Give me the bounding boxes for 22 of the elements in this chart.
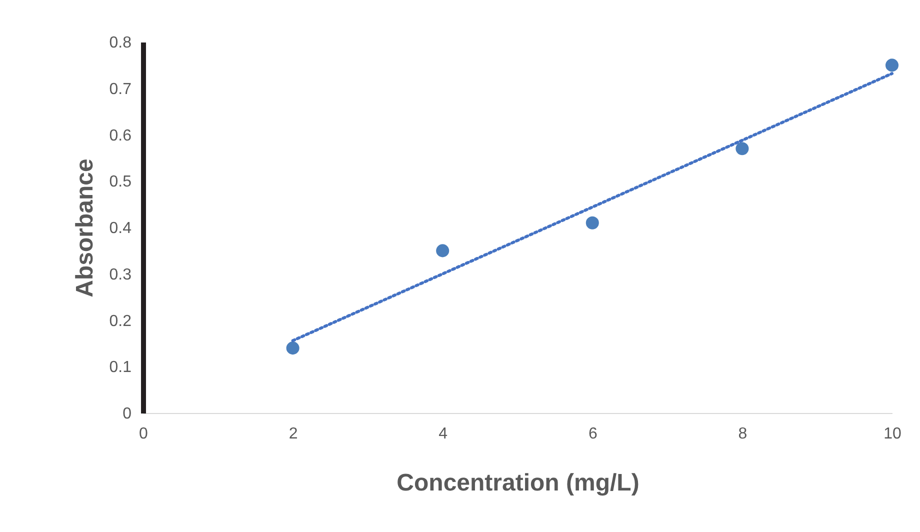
x-tick-label: 6: [588, 426, 598, 442]
x-tick-label: 10: [884, 426, 902, 442]
y-tick-label: 0.4: [109, 220, 132, 237]
y-tick-label: 0: [122, 406, 132, 422]
y-tick-label: 0.2: [109, 312, 132, 330]
y-tick-label: 0.8: [109, 34, 132, 52]
point: [436, 244, 450, 258]
point: [736, 142, 749, 156]
y-tick-label: 0.5: [109, 174, 132, 191]
point: [586, 216, 599, 230]
x-axis-title: Concentration (mg/L): [396, 470, 640, 496]
point: [885, 58, 899, 72]
x-tick-label: 4: [438, 426, 448, 442]
x-tick-label: 0: [139, 426, 148, 442]
y-tick-label: 0.3: [109, 266, 132, 284]
y-tick-label: 0.7: [109, 80, 132, 98]
y-tick-label: 0.6: [109, 127, 132, 144]
x-tick-label: 2: [288, 426, 298, 442]
y-axis-title: Absorbance: [71, 158, 98, 298]
x-tick-label: 8: [738, 426, 748, 442]
point: [286, 342, 300, 355]
y-tick-label: 0.1: [109, 359, 132, 376]
